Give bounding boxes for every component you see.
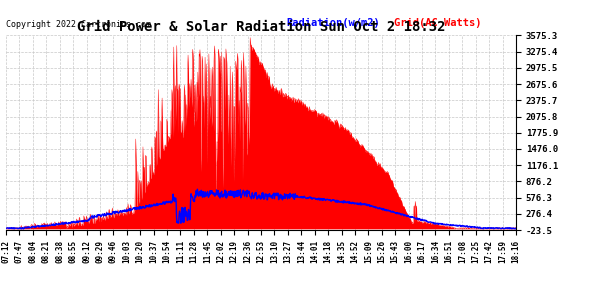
Text: Grid(AC Watts): Grid(AC Watts) xyxy=(394,18,481,28)
Text: Copyright 2022 Cartronics.com: Copyright 2022 Cartronics.com xyxy=(6,19,151,29)
Text: Radiation(w/m2): Radiation(w/m2) xyxy=(287,18,380,28)
Title: Grid Power & Solar Radiation Sun Oct 2 18:32: Grid Power & Solar Radiation Sun Oct 2 1… xyxy=(77,20,445,34)
